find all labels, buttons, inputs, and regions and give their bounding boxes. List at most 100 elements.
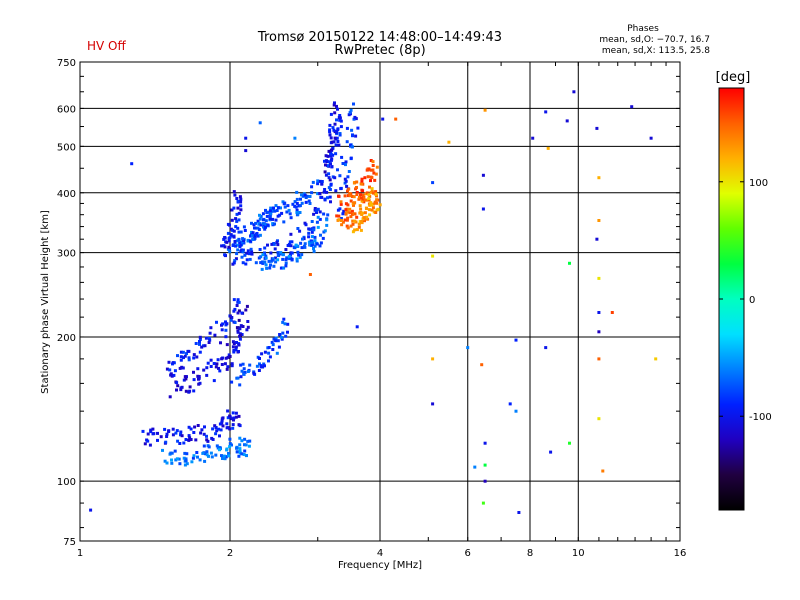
echo-point	[184, 457, 188, 461]
echo-point	[329, 158, 333, 162]
echo-point	[318, 179, 322, 183]
colorbar-tick-label: -100	[749, 412, 772, 423]
echo-point	[130, 162, 134, 166]
echo-point	[246, 320, 250, 323]
echo-point	[232, 206, 236, 210]
echo-point	[227, 454, 231, 458]
echo-point	[235, 212, 239, 216]
echo-point	[327, 172, 331, 176]
echo-point	[223, 236, 227, 240]
echo-point	[300, 193, 303, 197]
colorbar-label: [deg]	[716, 70, 751, 85]
echo-point	[368, 194, 372, 198]
echo-point	[334, 152, 338, 156]
echo-point	[286, 204, 290, 208]
echo-point	[184, 389, 188, 393]
echo-point	[359, 193, 362, 197]
echo-point	[257, 369, 261, 372]
echo-point	[272, 264, 276, 268]
echo-point	[237, 230, 241, 234]
echo-point	[353, 181, 357, 184]
echo-point	[215, 429, 219, 433]
echo-point	[293, 200, 297, 204]
echo-point	[359, 196, 363, 200]
echo-point	[323, 197, 327, 201]
echo-point	[216, 446, 220, 450]
echo-point	[224, 335, 228, 339]
echo-point	[156, 431, 159, 435]
echo-point	[208, 331, 212, 335]
echo-point	[312, 212, 316, 216]
echo-point	[290, 240, 294, 244]
echo-point	[341, 212, 345, 216]
echo-point	[215, 444, 219, 448]
echo-point	[274, 339, 278, 343]
echo-point	[293, 246, 297, 250]
echo-point	[262, 225, 265, 229]
echo-point	[353, 212, 357, 216]
echo-point	[325, 190, 329, 194]
x-tick-label: 1	[77, 548, 83, 559]
echo-point	[323, 170, 327, 174]
echo-point	[231, 228, 235, 232]
echo-point	[274, 218, 278, 222]
echo-point	[337, 143, 341, 147]
echo-point	[184, 377, 188, 381]
echo-point	[284, 264, 288, 268]
echo-point	[225, 322, 229, 326]
echo-point	[180, 434, 184, 438]
echo-point	[345, 224, 349, 228]
echo-point	[259, 261, 263, 265]
echo-point	[233, 259, 237, 263]
echo-point	[250, 252, 254, 256]
echo-point	[271, 217, 275, 221]
echo-point	[235, 341, 238, 344]
echo-point	[170, 451, 174, 455]
echo-point	[190, 460, 194, 464]
echo-point	[231, 244, 235, 247]
echo-point	[294, 243, 298, 247]
echo-point	[217, 366, 220, 370]
echo-point	[346, 175, 350, 179]
echo-point	[359, 211, 363, 214]
echo-point	[215, 362, 219, 366]
x-tick-label: 4	[377, 548, 383, 559]
echo-point	[163, 427, 167, 431]
echo-point	[330, 148, 334, 152]
echo-point	[232, 229, 236, 233]
echo-point	[202, 444, 206, 448]
echo-point	[358, 204, 362, 208]
echo-point	[196, 424, 200, 427]
echo-point	[307, 235, 311, 239]
echo-point	[340, 219, 343, 222]
echo-point	[238, 443, 242, 447]
echo-point	[361, 189, 365, 193]
echo-point	[179, 433, 182, 437]
echo-point	[323, 159, 326, 163]
echo-point	[240, 439, 244, 443]
echo-point	[371, 160, 375, 164]
echo-point	[277, 345, 281, 349]
echo-point	[244, 262, 248, 266]
echo-point	[355, 193, 359, 196]
echo-point	[260, 352, 264, 356]
echo-point	[270, 242, 274, 246]
echo-point	[265, 214, 269, 218]
echo-point	[231, 426, 235, 430]
echo-point	[298, 255, 302, 259]
echo-point	[174, 458, 178, 462]
echo-point	[230, 364, 234, 368]
echo-point	[371, 202, 375, 206]
echo-point	[170, 461, 174, 465]
echo-point	[289, 232, 293, 236]
echo-point	[312, 226, 316, 230]
echo-point	[355, 180, 359, 184]
echo-point	[354, 134, 358, 138]
echo-point	[261, 253, 265, 257]
echo-point	[326, 196, 329, 200]
echo-point	[205, 450, 209, 454]
echo-point	[333, 101, 336, 105]
echo-point	[239, 363, 243, 367]
echo-point	[332, 128, 336, 132]
echo-point	[274, 256, 277, 260]
